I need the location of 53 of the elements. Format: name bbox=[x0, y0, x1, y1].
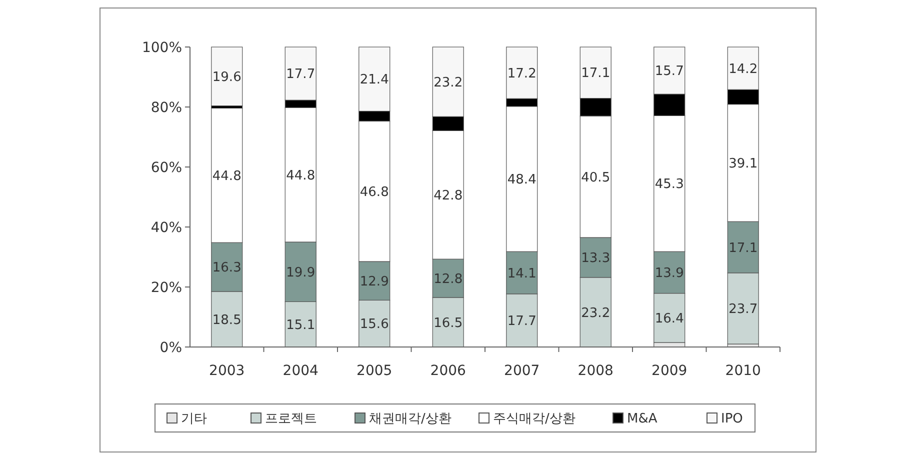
x-tick-label: 2006 bbox=[430, 363, 466, 379]
data-label: 48.4 bbox=[507, 172, 536, 188]
data-label: 13.3 bbox=[581, 251, 610, 266]
data-label: 15.7 bbox=[654, 64, 684, 80]
x-tick-label: 2004 bbox=[282, 363, 319, 379]
x-tick-label: 2009 bbox=[652, 363, 688, 379]
data-label: 15.6 bbox=[360, 317, 389, 332]
data-label: 44.8 bbox=[286, 168, 316, 184]
x-tick-label: 2003 bbox=[209, 363, 245, 379]
data-label: 21.4 bbox=[360, 72, 389, 88]
legend-label: 채권매각/상환 bbox=[369, 412, 452, 427]
x-tick-label: 2007 bbox=[504, 363, 540, 379]
data-label: 13.9 bbox=[654, 266, 684, 281]
data-label: 14.2 bbox=[728, 62, 758, 77]
bar bbox=[211, 46, 243, 106]
y-tick-label: 60% bbox=[150, 160, 182, 176]
legend-label: 기타 bbox=[181, 412, 207, 427]
x-tick-label: 2005 bbox=[356, 363, 392, 379]
legend-label: M&A bbox=[627, 412, 658, 427]
data-label: 19.9 bbox=[286, 265, 316, 280]
data-label: 12.8 bbox=[434, 272, 463, 287]
y-tick-label: 20% bbox=[150, 280, 182, 296]
data-label: 16.3 bbox=[212, 260, 242, 276]
data-label: 16.4 bbox=[654, 311, 684, 326]
y-tick-label: 100% bbox=[142, 40, 182, 56]
data-label: 23.2 bbox=[581, 306, 610, 321]
x-tick-label: 2008 bbox=[578, 363, 614, 379]
data-label: 15.1 bbox=[286, 318, 316, 333]
data-label: 46.8 bbox=[360, 184, 389, 200]
legend-label: 주식매각/상환 bbox=[493, 412, 576, 427]
data-label: 42.8 bbox=[434, 188, 463, 204]
y-tick-label: 40% bbox=[150, 220, 182, 236]
data-label: 17.1 bbox=[581, 66, 610, 82]
data-label: 39.1 bbox=[728, 156, 758, 172]
data-label: 14.1 bbox=[507, 266, 536, 282]
y-tick-label: 80% bbox=[150, 100, 182, 116]
data-label: 12.9 bbox=[360, 274, 389, 290]
data-label: 23.7 bbox=[728, 302, 758, 317]
y-tick-label: 0% bbox=[160, 340, 182, 356]
data-label: 40.5 bbox=[581, 170, 610, 186]
data-label: 18.5 bbox=[212, 312, 242, 328]
data-label: 23.2 bbox=[434, 75, 463, 90]
data-label: 45.3 bbox=[654, 177, 684, 192]
data-label: 16.5 bbox=[434, 316, 463, 331]
data-label: 19.6 bbox=[212, 70, 242, 85]
x-tick-label: 2010 bbox=[725, 363, 761, 379]
data-label: 17.7 bbox=[507, 314, 536, 329]
data-label: 17.1 bbox=[728, 240, 758, 256]
data-label: 17.7 bbox=[286, 67, 316, 82]
legend-label: IPO bbox=[721, 412, 743, 427]
data-label: 44.8 bbox=[212, 168, 242, 184]
legend-label: 프로젝트 bbox=[265, 412, 317, 427]
data-label: 17.2 bbox=[507, 66, 536, 82]
